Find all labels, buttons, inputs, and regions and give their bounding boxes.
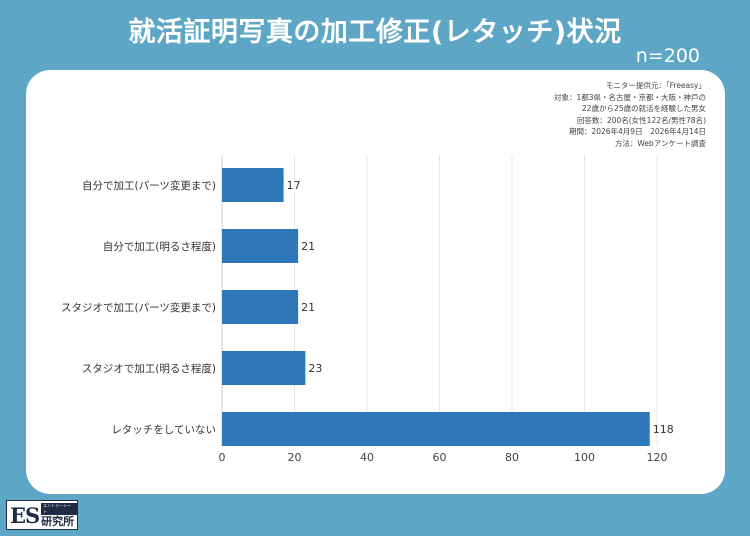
bar-3 bbox=[222, 351, 306, 385]
x-tick-label-4: 80 bbox=[505, 451, 519, 464]
meta-line-respondents: 回答数：200名(女性122名/男性78名) bbox=[576, 115, 706, 125]
x-tick-label-1: 20 bbox=[288, 451, 302, 464]
category-label-4: レタッチをしていない bbox=[111, 424, 216, 436]
bar-value-label-1: 21 bbox=[301, 240, 315, 253]
category-label-0: 自分で加工(パーツ変更まで) bbox=[82, 179, 216, 192]
meta-line-target-age: 22歳から25歳の就活を経験した男女 bbox=[581, 104, 706, 113]
x-tick-label-2: 40 bbox=[360, 451, 374, 464]
bar-value-label-0: 17 bbox=[287, 179, 301, 192]
x-tick-label-5: 100 bbox=[574, 451, 595, 464]
sample-size-label: n=200 bbox=[635, 45, 700, 67]
x-tick-label-6: 120 bbox=[647, 451, 668, 464]
meta-line-method: 方法：Webアンケート調査 bbox=[614, 138, 706, 148]
bar-2 bbox=[222, 290, 299, 324]
survey-meta: モニター提供元：「Freeasy」 対象：1都3県・名古屋・京都・大阪・神戸の … bbox=[554, 80, 706, 149]
x-tick-label-0: 0 bbox=[219, 451, 226, 464]
logo-tagline: エントリーシート bbox=[41, 502, 77, 515]
meta-line-period: 期間：2026年4月9日 2026年4月14日 bbox=[568, 127, 706, 136]
category-label-1: 自分で加工(明るさ程度) bbox=[103, 240, 216, 253]
category-label-2: スタジオで加工(パーツ変更まで) bbox=[61, 301, 216, 314]
bar-1 bbox=[222, 229, 299, 263]
bar-value-label-4: 118 bbox=[653, 423, 674, 436]
bar-value-label-2: 21 bbox=[301, 301, 315, 314]
category-label-3: スタジオで加工(明るさ程度) bbox=[82, 362, 216, 375]
x-tick-label-3: 60 bbox=[433, 451, 447, 464]
logo-name: 研究所 bbox=[41, 514, 75, 528]
bar-4 bbox=[222, 412, 650, 446]
meta-line-target: 対象：1都3県・名古屋・京都・大阪・神戸の bbox=[553, 92, 706, 102]
page-title: 就活証明写真の加工修正(レタッチ)状況 bbox=[128, 17, 622, 48]
bar-value-label-3: 23 bbox=[308, 362, 322, 375]
logo: ES エントリーシート 研究所 bbox=[6, 500, 78, 530]
logo-mark: ES bbox=[10, 502, 40, 528]
bar-0 bbox=[222, 168, 284, 202]
meta-line-source: モニター提供元：「Freeasy」 bbox=[605, 81, 706, 90]
